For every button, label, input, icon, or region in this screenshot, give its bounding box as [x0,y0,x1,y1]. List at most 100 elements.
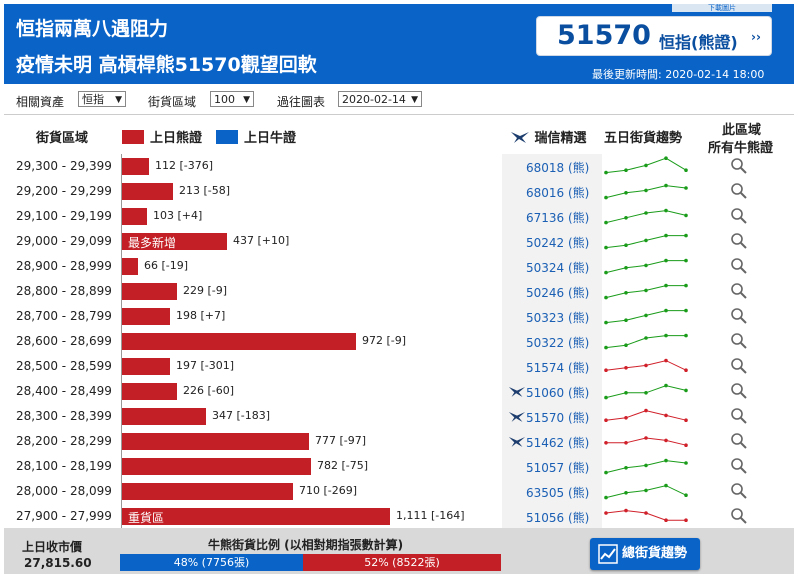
bear-volume-bar[interactable] [122,408,206,425]
warrant-code-link[interactable]: 50242 (熊) [526,236,590,250]
featured-warrant-button[interactable]: 51570 恒指(熊證) ›› [536,16,772,56]
sparkline-point [684,368,688,372]
range-select[interactable]: 100 ▼ [210,91,254,107]
bear-legend-swatch [122,130,144,144]
search-icon[interactable] [730,457,748,475]
ubs-cell-background [502,504,602,529]
bear-volume-bar[interactable] [122,158,149,175]
search-icon[interactable] [730,257,748,275]
warrant-code-link[interactable]: 51462 (熊) [526,436,590,450]
asset-select[interactable]: 恒指 ▼ [78,91,126,107]
warrant-code-link[interactable]: 68018 (熊) [526,161,590,175]
volume-value: 213 [-58] [179,184,231,197]
bear-volume-bar[interactable] [122,208,147,225]
search-icon[interactable] [730,307,748,325]
sparkline-point [684,258,688,263]
range-cell: 28,000 - 28,099 [16,484,112,498]
bear-volume-bar[interactable] [122,183,173,200]
five-day-trend-sparkline [604,483,688,500]
search-icon[interactable] [730,432,748,450]
table-row: 29,100 - 29,199 103 [+4] 67136 (熊) [4,204,794,229]
search-icon[interactable] [730,507,748,525]
search-icon[interactable] [730,482,748,500]
warrant-code-link[interactable]: 51056 (熊) [526,511,590,525]
five-day-trend-sparkline [604,333,688,350]
range-column-header: 街貨區域 [36,131,89,146]
table-row: 28,700 - 28,799 198 [+7] 50323 (熊) [4,304,794,329]
search-icon[interactable] [730,157,748,175]
sparkline-point [644,313,648,318]
sparkline-point [644,463,648,468]
bear-volume-bar[interactable] [122,233,227,250]
bull-bear-ratio-title: 牛熊街貨比例 (以相對期指張數計算) [208,538,404,552]
bear-volume-bar[interactable] [122,258,138,275]
bear-volume-bar[interactable] [122,483,293,500]
download-image-button[interactable]: 下載圖片 [672,4,772,12]
total-trend-button[interactable]: 總街貨趨勢 [590,538,700,570]
bear-volume-bar[interactable] [122,358,170,375]
sparkline-point [644,436,648,440]
previous-close-value: 27,815.60 [24,556,92,570]
range-cell: 28,500 - 28,599 [16,359,112,373]
five-day-trend-sparkline [604,283,688,300]
bear-volume-bar[interactable] [122,508,390,525]
volume-value: 103 [+4] [153,209,203,222]
five-day-trend-sparkline [604,508,688,522]
bear-volume-bar[interactable] [122,458,311,475]
warrant-code-link[interactable]: 51574 (熊) [526,361,590,375]
sparkline-point [644,263,648,268]
sparkline-point [604,195,608,200]
bear-volume-bar[interactable] [122,283,177,300]
volume-value: 1,111 [-164] [396,509,465,522]
bear-ratio-bar: 52% (8522張) [303,554,501,571]
history-date-select[interactable]: 2020-02-14 ▼ [338,91,422,107]
bear-volume-bar[interactable] [122,333,356,350]
warrant-code-link[interactable]: 50323 (熊) [526,311,590,325]
range-cell: 28,900 - 28,999 [16,259,112,273]
bear-volume-bar[interactable] [122,383,177,400]
sparkline-point [644,238,648,243]
search-icon[interactable] [730,232,748,250]
ubs-bird-icon [508,387,526,397]
warrant-code-link[interactable]: 67136 (熊) [526,211,590,225]
headline-title: 恒指兩萬八遇阻力 [16,18,169,40]
search-icon[interactable] [730,357,748,375]
sparkline-point [624,266,628,270]
five-day-trend-sparkline [604,208,688,225]
search-icon[interactable] [730,182,748,200]
search-icon[interactable] [730,332,748,350]
bear-volume-bar[interactable] [122,308,170,325]
price-axis-line [121,154,122,528]
sparkline-point [684,388,688,393]
warrant-code-link[interactable]: 63505 (熊) [526,486,590,500]
sparkline-point [684,493,688,497]
bull-legend-label: 上日牛證 [244,131,297,146]
table-header: 街貨區域 上日熊證 上日牛證 瑞信精選 五日街貨趨勢 此區域 所有牛熊證 [4,114,794,156]
warrant-code-link[interactable]: 51570 (熊) [526,411,590,425]
table-row: 28,200 - 28,299 777 [-97] 51462 (熊) [4,429,794,454]
bar-highlight-label: 重貨區 [128,511,165,525]
warrant-code-link[interactable]: 51060 (熊) [526,386,590,400]
ubs-column-header: 瑞信精選 [510,127,587,146]
warrant-code-link[interactable]: 50324 (熊) [526,261,590,275]
bear-volume-bar[interactable] [122,433,309,450]
search-icon[interactable] [730,282,748,300]
search-icon[interactable] [730,207,748,225]
warrant-code-link[interactable]: 51057 (熊) [526,461,590,475]
range-cell: 28,700 - 28,799 [16,309,112,323]
warrant-code-link[interactable]: 50246 (熊) [526,286,590,300]
bull-ratio-bar: 48% (7756張) [120,554,303,571]
sparkline-point [624,366,628,370]
sparkline-point [644,188,648,193]
warrant-code-link[interactable]: 50322 (熊) [526,336,590,350]
sparkline-point [624,191,628,195]
ubs-cell-background [502,329,602,354]
ubs-cell-background [502,179,602,204]
sparkline-point [684,333,688,338]
search-icon[interactable] [730,407,748,425]
sparkline-point [664,183,668,188]
volume-value: 710 [-269] [299,484,358,497]
warrant-code-link[interactable]: 68016 (熊) [526,186,590,200]
search-icon[interactable] [730,382,748,400]
